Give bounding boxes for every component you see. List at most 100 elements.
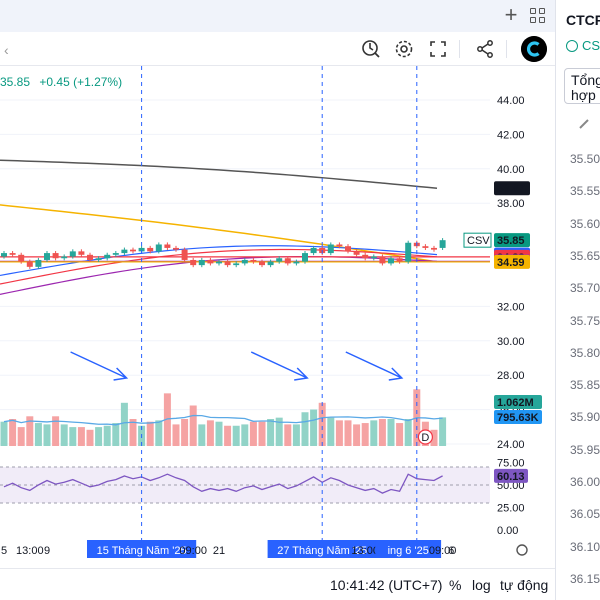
volume-bar xyxy=(249,421,257,446)
candle-body xyxy=(9,253,16,255)
volume-bar xyxy=(310,409,318,446)
volume-ma-label-bg xyxy=(494,410,542,424)
brand-logo-icon[interactable] xyxy=(521,36,547,62)
price-tick-label: 24.00 xyxy=(497,439,525,451)
panel-price-tick: 35.70 xyxy=(570,281,600,296)
fullscreen-icon[interactable] xyxy=(427,38,449,60)
clock-timezone[interactable]: 10:41:42 (UTC+7) xyxy=(330,577,443,593)
volume-bar xyxy=(292,424,300,446)
panel-price-tick: 35.55 xyxy=(570,184,600,199)
candle-body xyxy=(370,256,377,259)
candle-body xyxy=(69,251,76,257)
volume-ma-label: 795.63K xyxy=(497,412,539,424)
volume-bar xyxy=(335,420,343,446)
time-label: 13:00 xyxy=(16,545,44,557)
volume-bar xyxy=(112,423,120,446)
volume-ma-line xyxy=(3,414,443,426)
volume-bar xyxy=(387,419,395,446)
toolbar-divider xyxy=(506,40,507,58)
panel-price-tick: 36.10 xyxy=(570,539,600,554)
time-label-highlight-bg xyxy=(87,540,197,558)
panel-price-tick: 36.15 xyxy=(570,571,600,586)
time-label-highlight: 27 Tháng Năm '25 xyxy=(277,545,367,557)
candle-body xyxy=(233,263,240,266)
share-icon[interactable] xyxy=(474,38,496,60)
candle-body xyxy=(18,254,25,262)
volume-bar xyxy=(9,419,17,446)
tab-strip: + xyxy=(0,0,555,32)
price-tick-label: 44.00 xyxy=(497,95,525,107)
percent-toggle[interactable]: % xyxy=(449,577,462,593)
volume-bar xyxy=(0,421,8,446)
volume-bar xyxy=(181,419,189,446)
candle-body xyxy=(190,259,197,266)
time-label: 5 xyxy=(1,545,7,557)
rsi-tick-label: 0.00 xyxy=(497,525,518,537)
time-label: 09:00 xyxy=(429,545,457,557)
symbol-tag-bg xyxy=(463,232,492,248)
volume-bar xyxy=(163,393,171,446)
price-tick-label: 38.00 xyxy=(497,198,525,210)
candle-body xyxy=(216,261,222,264)
candle-body xyxy=(431,247,437,250)
ma200-label-bg xyxy=(494,181,530,196)
candle-body xyxy=(78,251,85,255)
candle-body xyxy=(353,251,360,255)
chevron-left-icon[interactable]: ‹ xyxy=(4,42,9,58)
candle-body xyxy=(284,258,291,264)
summary-select[interactable]: Tổng hợp xyxy=(564,68,600,104)
panel-price-tick: 35.60 xyxy=(570,216,600,231)
candle-body xyxy=(267,261,274,266)
axis-price-labels: 38.8735.85CSV35.0134.8834.6234.591.062M7… xyxy=(463,181,542,483)
status-bar: 10:41:42 (UTC+7) % log tự động xyxy=(0,568,555,600)
volume-bar xyxy=(232,425,240,446)
candle-body xyxy=(198,259,205,266)
panel-price-tick: 35.80 xyxy=(570,345,600,360)
volume-bar xyxy=(155,420,163,446)
candle-body xyxy=(388,258,394,264)
candle-body xyxy=(181,249,188,260)
time-label-highlight-bg xyxy=(267,540,377,558)
volume-bar xyxy=(17,427,25,446)
volume-layer xyxy=(0,389,447,446)
volume-bar xyxy=(430,429,438,446)
watchlist-panel: CTCP CS Tổng hợp 35.50 35.55 35.60 35.65 35.… xyxy=(555,0,600,600)
chart-area[interactable]: D 44.0042.0040.0038.0032.0030.0028.0026.… xyxy=(0,66,555,568)
candle-body xyxy=(95,258,102,260)
replay-icon[interactable] xyxy=(360,38,382,60)
volume-bar xyxy=(353,424,361,446)
volume-bar xyxy=(60,424,68,446)
candle-body xyxy=(250,259,257,262)
candle-body xyxy=(379,256,386,264)
log-toggle[interactable]: log xyxy=(472,577,491,593)
candle-body xyxy=(302,253,308,262)
layout-grid-icon[interactable] xyxy=(530,8,546,24)
last-price-label-bg xyxy=(494,233,530,248)
panel-price-tick: 35.85 xyxy=(570,378,600,393)
candle-body xyxy=(130,249,136,252)
time-label-highlight: 15 Tháng Năm '25 xyxy=(97,545,187,557)
volume-bar xyxy=(129,419,137,446)
candle-body xyxy=(405,242,412,262)
dividend-marker-circle xyxy=(417,429,433,445)
candle-body xyxy=(35,259,42,267)
exchange-status-icon xyxy=(566,40,578,52)
candle-body xyxy=(155,244,162,252)
candle-body xyxy=(310,247,317,254)
time-label-highlight: ing 6 '25 xyxy=(388,545,429,557)
candle-body xyxy=(44,253,50,260)
symbol-title[interactable]: CTCP xyxy=(566,12,600,28)
volume-bar xyxy=(439,417,447,446)
candle-body xyxy=(52,253,59,259)
rsi-tick-label: 75.00 xyxy=(497,458,525,470)
ohlc-header: 35.85 +0.45 (+1.27%) xyxy=(0,75,122,89)
candle-body xyxy=(345,246,351,252)
auto-scale-toggle[interactable]: tự động xyxy=(500,577,549,593)
panel-price-tick: 35.95 xyxy=(570,442,600,457)
volume-bar xyxy=(198,424,206,446)
ma-red-line xyxy=(0,248,438,285)
add-tab-icon[interactable]: + xyxy=(504,2,518,27)
settings-gear-icon[interactable] xyxy=(393,38,415,60)
panel-price-tick: 35.65 xyxy=(570,248,600,263)
